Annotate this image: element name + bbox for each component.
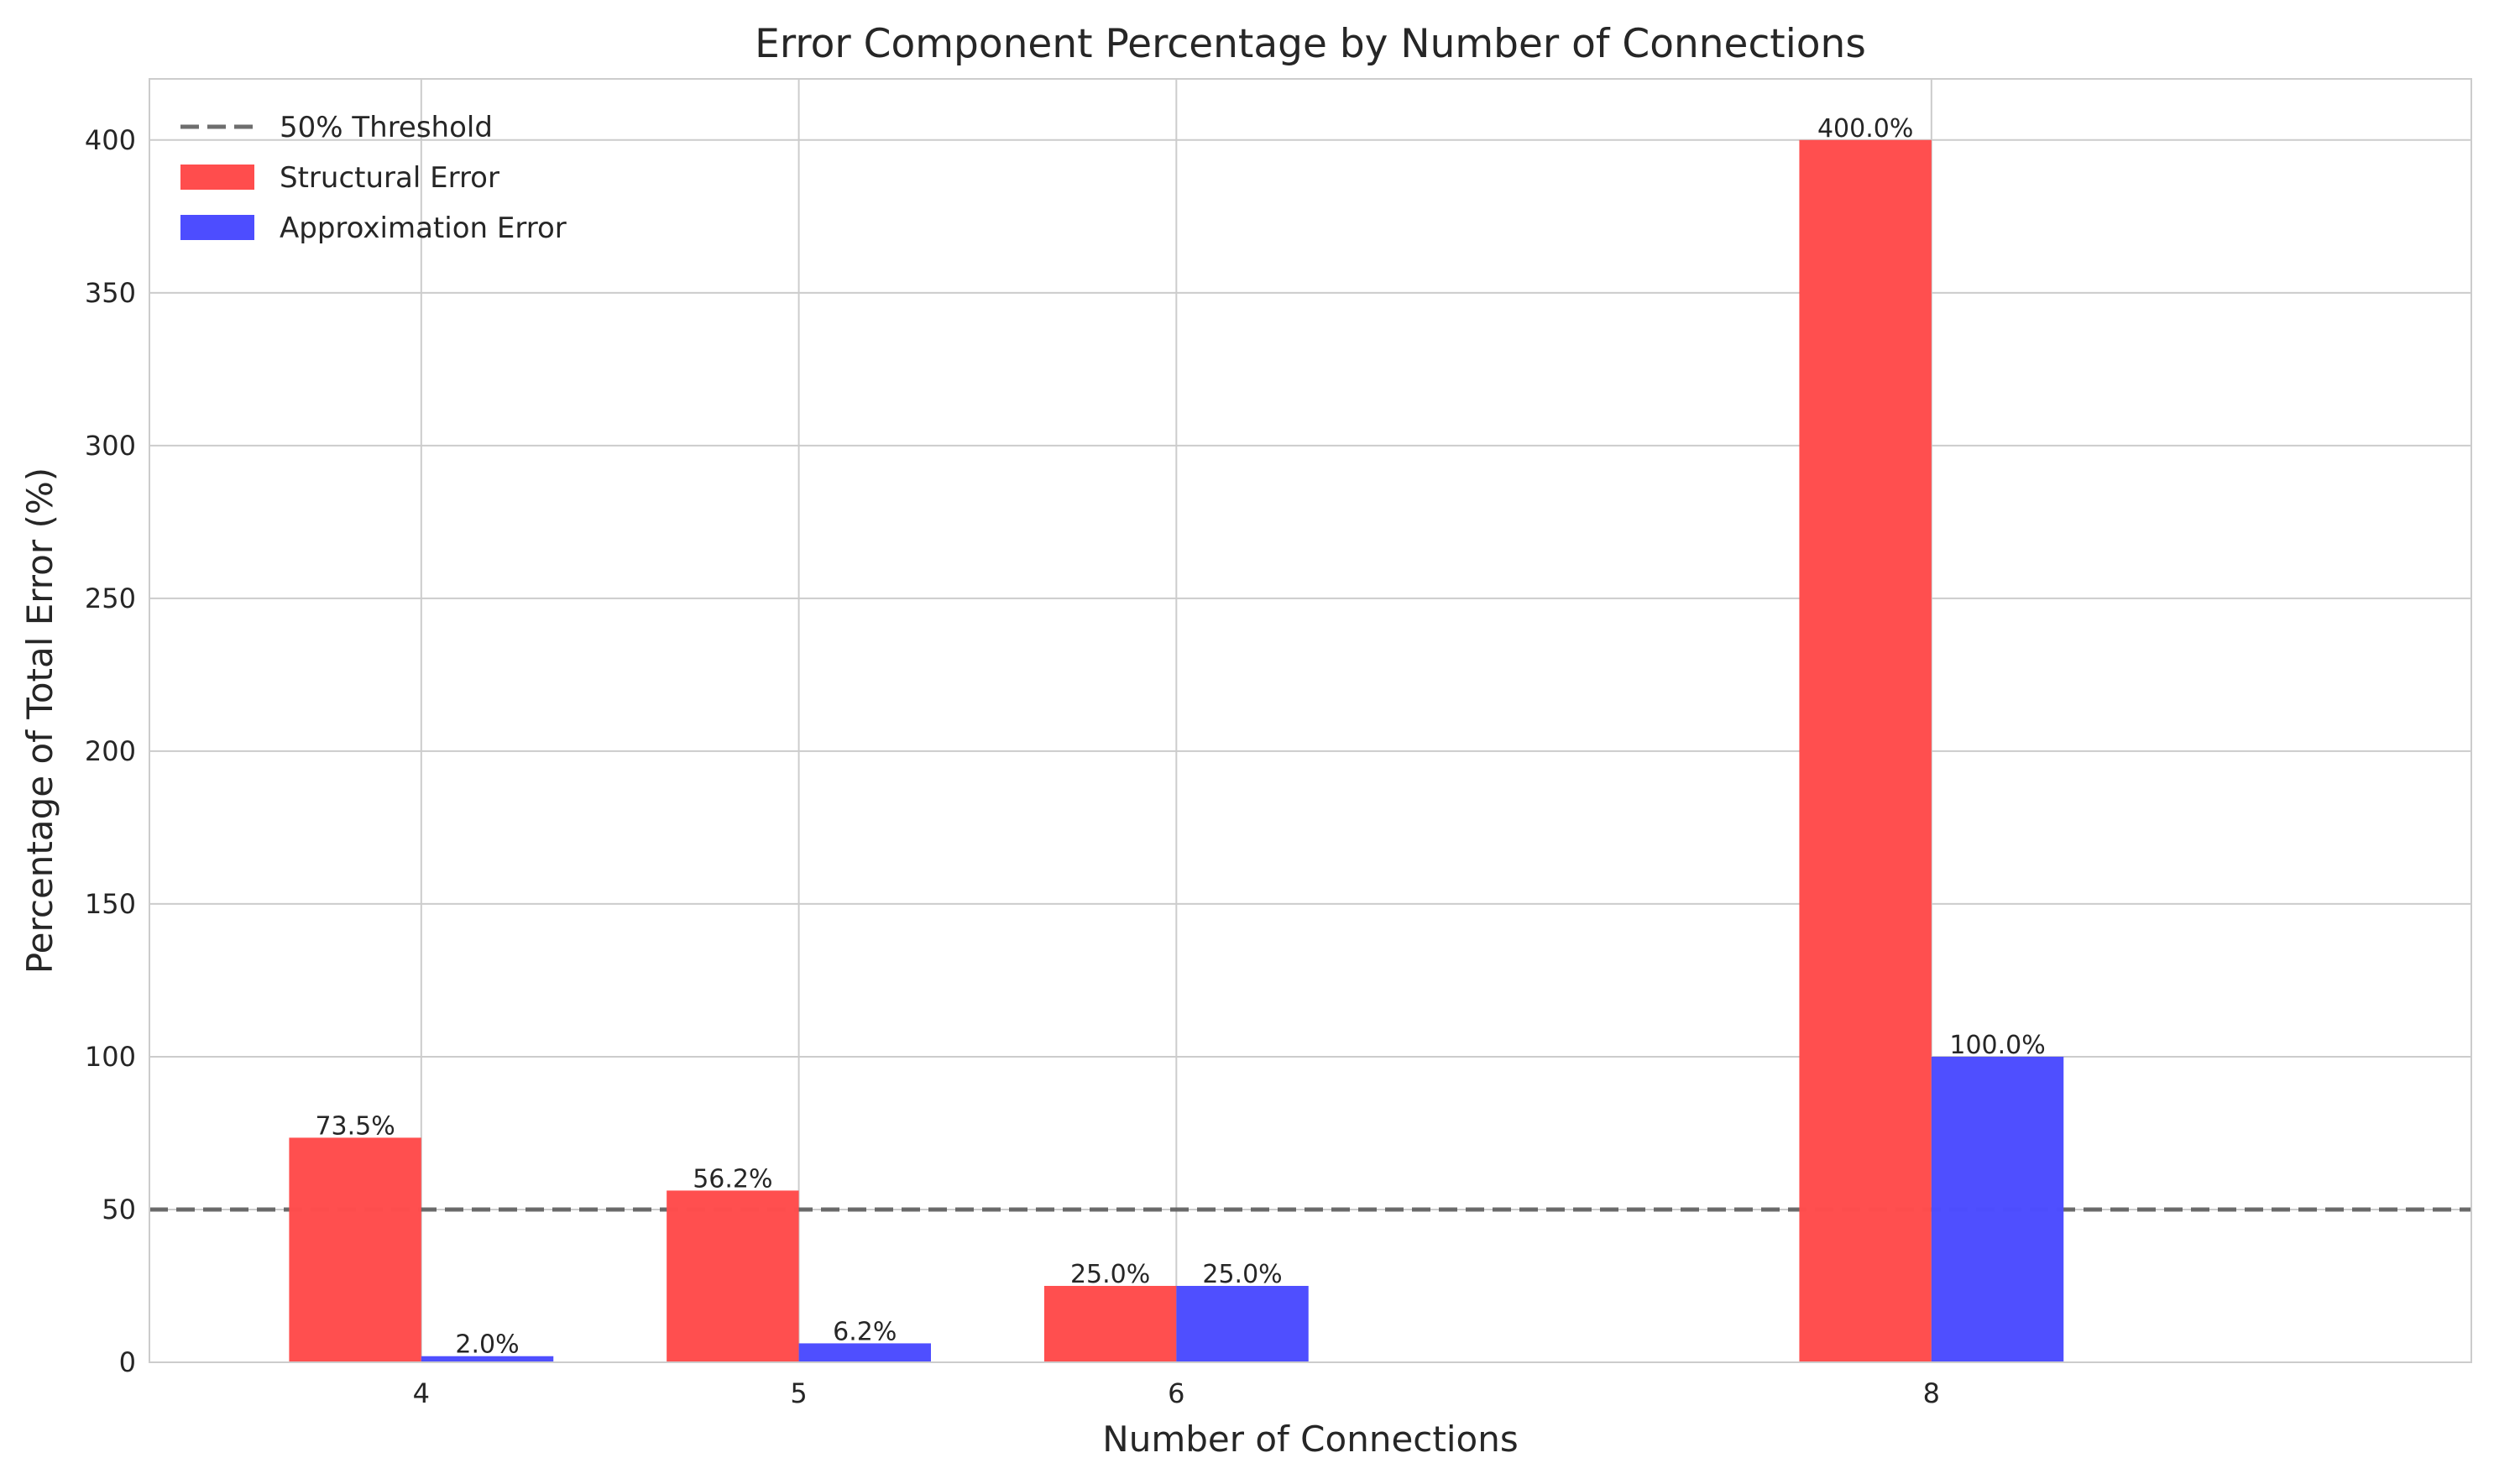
y-tick-label: 0 [119, 1346, 136, 1378]
bar-labels: 73.5% 56.2% 25.0% 400.0% 2.0% 6.2% 25.0% 100.0% [315, 114, 2045, 1360]
bar-value-label: 400.0% [1817, 114, 1913, 144]
legend-swatch [180, 165, 254, 190]
bar-value-label: 73.5% [315, 1111, 395, 1141]
bar-value-label: 100.0% [1949, 1031, 2045, 1060]
bar [421, 1356, 554, 1362]
legend-swatch [180, 215, 254, 240]
bar [667, 1190, 799, 1362]
legend-label: Structural Error [280, 161, 499, 195]
x-tick-label: 4 [413, 1377, 430, 1409]
legend-label: Approximation Error [280, 212, 567, 245]
bars [289, 139, 2064, 1362]
plot-frame [149, 78, 2472, 1363]
y-tick-label: 200 [85, 735, 136, 767]
x-axis-label: Number of Connections [1102, 1419, 1518, 1460]
y-tick-label: 250 [85, 583, 136, 614]
bar-value-label: 25.0% [1070, 1260, 1150, 1289]
bar [1799, 139, 1932, 1362]
bar-value-label: 6.2% [833, 1317, 897, 1346]
y-tick-label: 350 [85, 277, 136, 309]
y-tick-label: 150 [85, 888, 136, 920]
y-tick-label: 100 [85, 1041, 136, 1073]
y-axis-label: Percentage of Total Error (%) [19, 468, 60, 974]
ticks: 0 50 100 150 200 250 300 350 400 4 5 6 8 [85, 124, 1940, 1409]
bar [1931, 1056, 2064, 1362]
legend-threshold-label: 50% Threshold [280, 111, 493, 144]
y-tick-label: 50 [102, 1194, 136, 1225]
bar [798, 1343, 931, 1362]
x-tick-label: 5 [790, 1377, 807, 1409]
chart-title: Error Component Percentage by Number of … [755, 21, 1866, 67]
bar-value-label: 56.2% [693, 1164, 772, 1194]
bar [289, 1137, 421, 1362]
bar [1176, 1285, 1309, 1362]
bar [1043, 1285, 1177, 1362]
bar-value-label: 25.0% [1202, 1260, 1282, 1289]
bar-value-label: 2.0% [455, 1330, 519, 1360]
y-tick-label: 300 [85, 430, 136, 462]
x-tick-label: 8 [1923, 1377, 1940, 1409]
y-tick-label: 400 [85, 124, 136, 156]
legend: 50% Threshold Structural Error Approximati… [180, 111, 567, 245]
x-tick-label: 6 [1168, 1377, 1184, 1409]
